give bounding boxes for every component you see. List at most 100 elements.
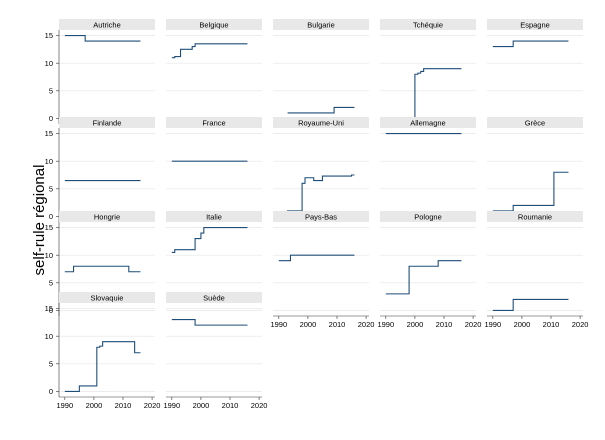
panel-title-strip: [59, 19, 155, 30]
x-tick-label: 2000: [86, 401, 103, 410]
x-tick-label: 1990: [377, 320, 394, 329]
y-tick-label: 15: [45, 304, 53, 313]
series-line: [492, 40, 569, 48]
x-tick-label: 2020: [572, 320, 589, 329]
x-tick-label: 2000: [193, 401, 210, 410]
x-tick-label: 2020: [465, 320, 482, 329]
panel-title: Tchéquie: [413, 20, 443, 29]
panel: Suède 1990 2000 2010 2020: [163, 292, 267, 410]
panel-title-strip: [487, 19, 583, 30]
panel-title: Roumanie: [518, 212, 552, 221]
panel-title-strip: [273, 19, 369, 30]
y-tick-label: 5: [49, 86, 53, 95]
y-tick-label: 10: [45, 157, 53, 166]
panel: Pologne 1990 2000 2010 2020: [377, 211, 481, 329]
x-tick-label: 1990: [163, 401, 180, 410]
y-tick-label: 15: [45, 223, 53, 232]
x-tick-label: 2000: [514, 320, 531, 329]
series-line: [492, 171, 569, 212]
x-tick-label: 2010: [115, 401, 132, 410]
y-axis-label: self-rule régional: [31, 165, 48, 276]
x-tick-label: 2010: [222, 401, 239, 410]
panel-title-strip: [487, 117, 583, 128]
y-tick-label: 10: [45, 332, 53, 341]
x-tick-label: 1990: [270, 320, 287, 329]
series-line: [171, 226, 248, 253]
series-line: [287, 106, 355, 114]
y-tick-label: 5: [49, 359, 53, 368]
y-tick-label: 15: [45, 31, 53, 40]
x-tick-label: 1990: [484, 320, 501, 329]
series-line: [171, 43, 248, 59]
panel-title-strip: [166, 211, 262, 222]
panel-title-strip: [380, 211, 476, 222]
x-tick-label: 2020: [144, 401, 161, 410]
y-tick-label: 0: [49, 114, 53, 123]
panel-title: Autriche: [93, 20, 121, 29]
panel-title-strip: [166, 117, 262, 128]
panel-title: Royaume-Uni: [298, 118, 344, 127]
panel: Hongrie 0 5 10 15: [45, 211, 155, 316]
x-tick-label: 2000: [407, 320, 424, 329]
panel-title: Allemagne: [410, 118, 445, 127]
panel: Pays-Bas 1990 2000 2010 2020: [270, 211, 374, 329]
series-line: [64, 265, 141, 273]
series-line: [492, 298, 569, 312]
panel-title: Pays-Bas: [305, 212, 337, 221]
panel-title: Grèce: [525, 118, 545, 127]
panel: France: [166, 117, 262, 217]
panel: Bulgarie: [273, 19, 369, 119]
panel-title: Pologne: [414, 212, 442, 221]
panel-title-strip: [59, 117, 155, 128]
panel-title: Hongrie: [94, 212, 120, 221]
y-tick-label: 5: [49, 278, 53, 287]
panel-title-strip: [273, 211, 369, 222]
panel-title: Italie: [206, 212, 222, 221]
panel: Autriche 0 5 10 15: [45, 19, 155, 124]
y-tick-label: 5: [49, 184, 53, 193]
x-tick-label: 2020: [251, 401, 268, 410]
x-tick-label: 1990: [56, 401, 73, 410]
x-tick-label: 2010: [329, 320, 346, 329]
panel-title: Suède: [203, 293, 225, 302]
y-tick-label: 10: [45, 251, 53, 260]
panel: Grèce: [487, 117, 583, 217]
x-tick-label: 2000: [300, 320, 317, 329]
panels-group: Autriche 0 5 10 15 Belgique Bulgarie Tchéquie Es…: [45, 19, 588, 410]
panel: Allemagne: [380, 117, 476, 217]
panel-title: Finlande: [93, 118, 122, 127]
panel-title: Espagne: [520, 20, 550, 29]
panel: Royaume-Uni: [273, 117, 369, 217]
y-tick-label: 0: [49, 306, 53, 315]
panel-title-strip: [487, 211, 583, 222]
panel-title-strip: [59, 211, 155, 222]
panel: Italie: [166, 211, 262, 311]
y-tick-label: 10: [45, 59, 53, 68]
panel-title-strip: [380, 117, 476, 128]
series-line: [171, 319, 248, 326]
panel-title-strip: [380, 19, 476, 30]
panel-title-strip: [166, 19, 262, 30]
panel: Belgique: [166, 19, 262, 119]
series-line: [64, 34, 141, 42]
panel: Espagne: [487, 19, 583, 119]
series-line: [385, 68, 462, 120]
y-tick-label: 15: [45, 129, 53, 138]
y-tick-label: 0: [49, 387, 53, 396]
panel-title: Slovaquie: [91, 293, 124, 302]
panel: Finlande 0 5 10 15: [45, 117, 155, 222]
x-tick-label: 2010: [543, 320, 560, 329]
panel-title: France: [202, 118, 225, 127]
x-tick-label: 2010: [436, 320, 453, 329]
x-tick-label: 2020: [358, 320, 375, 329]
panel-title: Belgique: [199, 20, 228, 29]
panel: Roumanie 1990 2000 2010 2020: [484, 211, 588, 329]
panel-title-strip: [273, 117, 369, 128]
series-line: [64, 341, 141, 393]
panel: Slovaquie 0 5 10 15 1990 2000 2010 2020: [45, 292, 161, 410]
panel-title-strip: [166, 292, 262, 303]
series-line: [385, 260, 462, 295]
panel-title-strip: [59, 292, 155, 303]
y-tick-label: 0: [49, 212, 53, 221]
